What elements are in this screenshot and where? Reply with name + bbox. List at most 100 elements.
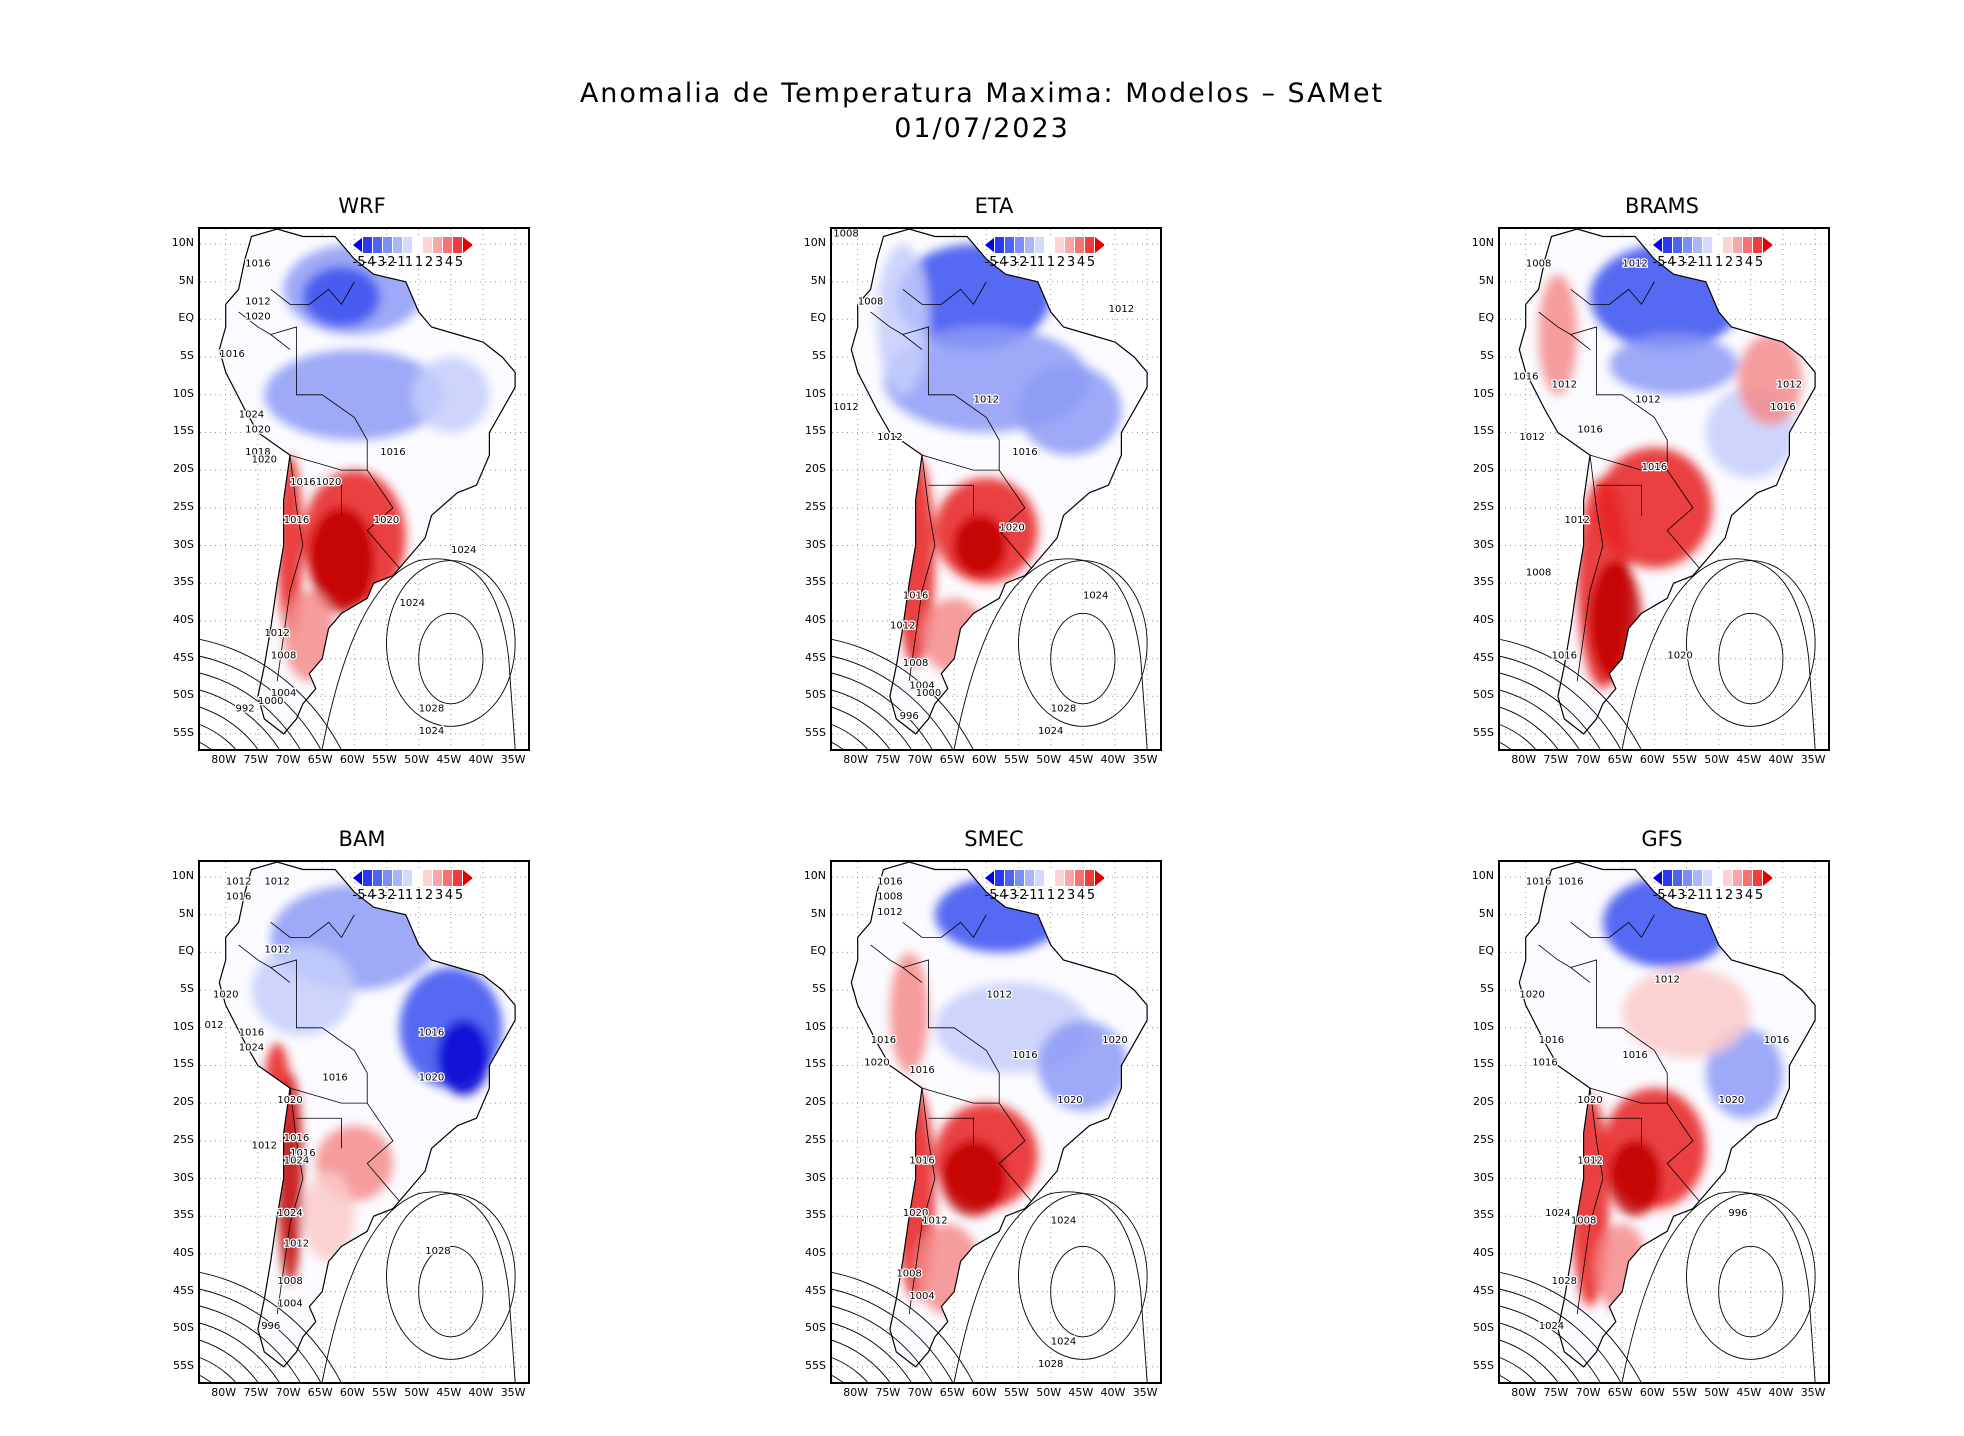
panel-title-eta: ETA — [974, 194, 1014, 218]
panel-title-brams: BRAMS — [1625, 194, 1699, 218]
lat-tick-label: 10N — [171, 236, 194, 250]
lon-tick-label: 80W — [1511, 753, 1537, 766]
isobar-label: 1012 — [252, 1140, 277, 1151]
isobar-label: 1024 — [239, 409, 264, 420]
legend-tick-label: 1 — [404, 888, 414, 903]
lat-tick-label: 5S — [812, 349, 826, 363]
isobar-label: 1016 — [877, 877, 902, 888]
isobar-label: 1016 — [1012, 1050, 1037, 1061]
isobar-label: 1024 — [1051, 1336, 1076, 1347]
isobar-contour — [1621, 558, 1816, 749]
country-border — [289, 454, 400, 569]
lat-tick-label: 40S — [173, 612, 194, 626]
country-border — [902, 281, 987, 306]
legend-tick-label: -4 — [994, 255, 1008, 270]
isobar-contour — [418, 1245, 484, 1338]
coastline — [218, 229, 516, 735]
isobar-contour — [200, 638, 342, 749]
lat-tick-label: 5S — [1480, 982, 1494, 996]
isobar-label: 1012 — [264, 944, 289, 955]
lat-tick-label: 10N — [1471, 236, 1494, 250]
lat-tick-label: 5N — [178, 906, 194, 920]
isobar-label: 1012 — [922, 1216, 947, 1227]
country-border — [870, 944, 923, 983]
country-border — [908, 455, 936, 682]
legend-tick-label: -2 — [1682, 888, 1696, 903]
legend-swatch — [1723, 237, 1733, 253]
isobar-contour — [1718, 612, 1784, 705]
country-border — [296, 1117, 342, 1149]
legend-swatch — [463, 237, 473, 253]
anomaly-blob — [889, 952, 929, 1074]
isobar-label: 1012 — [1635, 394, 1660, 405]
panel-title-gfs: GFS — [1641, 827, 1683, 851]
legend-tick-label: 4 — [1744, 255, 1754, 270]
lon-tick-label: 70W — [907, 1386, 933, 1399]
legend-swatch — [463, 870, 473, 886]
lat-tick-label: 10N — [171, 869, 194, 883]
legend-tick-label: 3 — [1734, 888, 1744, 903]
legend-swatch — [403, 237, 413, 253]
legend-tick-label: -1 — [1024, 255, 1038, 270]
lat-tick-label: 50S — [1473, 688, 1494, 702]
lat-tick-label: 45S — [805, 1283, 826, 1297]
legend-swatch — [1653, 870, 1663, 886]
country-border — [1596, 1117, 1642, 1149]
legend-swatch — [1693, 870, 1703, 886]
anomaly-blob — [309, 507, 374, 614]
isobar-label: 1024 — [400, 598, 425, 609]
lat-tick-label: 55S — [173, 725, 194, 739]
isobar-label: 1008 — [1526, 259, 1551, 270]
isobar-label: 1016 — [239, 1027, 264, 1038]
legend-tick-label: -1 — [1692, 255, 1706, 270]
lat-tick-label: 45S — [173, 1283, 194, 1297]
panel-title-wrf: WRF — [338, 194, 386, 218]
isobar-label: 1028 — [425, 1246, 450, 1257]
isobar-label: 1016 — [1622, 1050, 1647, 1061]
isobar-contour — [1500, 1375, 1512, 1382]
anomaly-blob — [412, 357, 490, 433]
anomaly-blob — [941, 1140, 1006, 1217]
lon-tick-label: 60W — [1639, 1386, 1665, 1399]
isobar-contour — [1050, 1245, 1116, 1338]
legend-swatch — [1703, 237, 1713, 253]
anomaly-blob — [302, 1170, 355, 1262]
legend-tick-label: -4 — [1662, 255, 1676, 270]
lon-tick-label: 35W — [1132, 753, 1158, 766]
legend-tick-label: -5 — [352, 255, 366, 270]
anomaly-blob — [302, 266, 381, 327]
lat-tick-label: 50S — [1473, 1321, 1494, 1335]
legend-swatch — [383, 237, 393, 253]
isobar-label: 1016 — [871, 1035, 896, 1046]
legend-swatch — [453, 870, 463, 886]
anomaly-blob — [1037, 1020, 1128, 1111]
isobar-label: 1012 — [974, 394, 999, 405]
lat-tick-label: 5N — [810, 906, 826, 920]
legend-tick-label: -4 — [362, 255, 376, 270]
lon-tick-label: 70W — [275, 753, 301, 766]
lat-tick-label: 15S — [1473, 424, 1494, 438]
isobar-label: 1020 — [1667, 651, 1692, 662]
legend-swatch — [363, 870, 373, 886]
legend-tick-label: 2 — [424, 255, 434, 270]
isobar-label: 1020 — [1102, 1035, 1127, 1046]
country-border — [902, 959, 1000, 1104]
legend-tick-label: -4 — [994, 888, 1008, 903]
legend-swatch — [1025, 870, 1035, 886]
lat-tick-label: 45S — [173, 650, 194, 664]
isobar-label: 1004 — [909, 681, 934, 692]
legend-tick-label: -5 — [352, 888, 366, 903]
legend-tick-label: 2 — [424, 888, 434, 903]
isobar-label: 1012 — [833, 402, 858, 413]
legend-swatch — [423, 870, 433, 886]
legend-swatch — [373, 870, 383, 886]
legend-tick-label: 4 — [1076, 255, 1086, 270]
isobar-contour — [832, 672, 933, 749]
isobar-label: 1020 — [999, 522, 1024, 533]
isobar-contour — [200, 742, 212, 749]
lat-tick-label: 30S — [173, 537, 194, 551]
legend-swatch — [1095, 870, 1105, 886]
isobar-contour — [1500, 638, 1642, 749]
isobar-label: 1016 — [219, 349, 244, 360]
lon-tick-label: 35W — [1800, 753, 1826, 766]
